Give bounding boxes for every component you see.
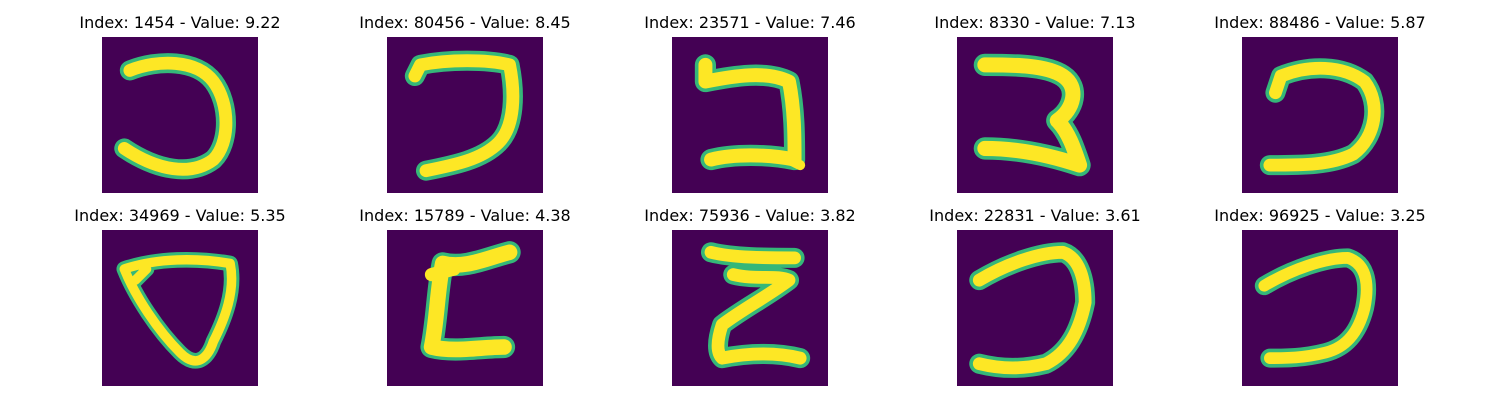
panel-title: Index: 22831 - Value: 3.61	[929, 206, 1141, 225]
panel-7: Index: 15789 - Value: 4.38	[315, 206, 615, 398]
panel-title: Index: 80456 - Value: 8.45	[359, 13, 571, 32]
digit-image	[957, 230, 1113, 386]
panel-3: Index: 23571 - Value: 7.46	[600, 13, 900, 205]
panel-2: Index: 80456 - Value: 8.45	[315, 13, 615, 205]
panel-6: Index: 34969 - Value: 5.35	[30, 206, 330, 398]
panel-title: Index: 15789 - Value: 4.38	[359, 206, 571, 225]
digit-image	[1242, 37, 1398, 193]
panel-title: Index: 34969 - Value: 5.35	[74, 206, 286, 225]
digit-image	[387, 230, 543, 386]
panel-title: Index: 1454 - Value: 9.22	[79, 13, 281, 32]
digit-image	[672, 230, 828, 386]
panel-5: Index: 88486 - Value: 5.87	[1170, 13, 1470, 205]
panel-8: Index: 75936 - Value: 3.82	[600, 206, 900, 398]
panel-9: Index: 22831 - Value: 3.61	[885, 206, 1185, 398]
panel-10: Index: 96925 - Value: 3.25	[1170, 206, 1470, 398]
panel-title: Index: 75936 - Value: 3.82	[644, 206, 856, 225]
panel-title: Index: 96925 - Value: 3.25	[1214, 206, 1426, 225]
digit-image	[957, 37, 1113, 193]
digit-image	[102, 37, 258, 193]
digit-image	[387, 37, 543, 193]
digit-image	[1242, 230, 1398, 386]
panel-4: Index: 8330 - Value: 7.13	[885, 13, 1185, 205]
digit-image	[672, 37, 828, 193]
panel-title: Index: 88486 - Value: 5.87	[1214, 13, 1426, 32]
digit-image	[102, 230, 258, 386]
panel-title: Index: 23571 - Value: 7.46	[644, 13, 856, 32]
panel-1: Index: 1454 - Value: 9.22	[30, 13, 330, 205]
panel-title: Index: 8330 - Value: 7.13	[934, 13, 1136, 32]
